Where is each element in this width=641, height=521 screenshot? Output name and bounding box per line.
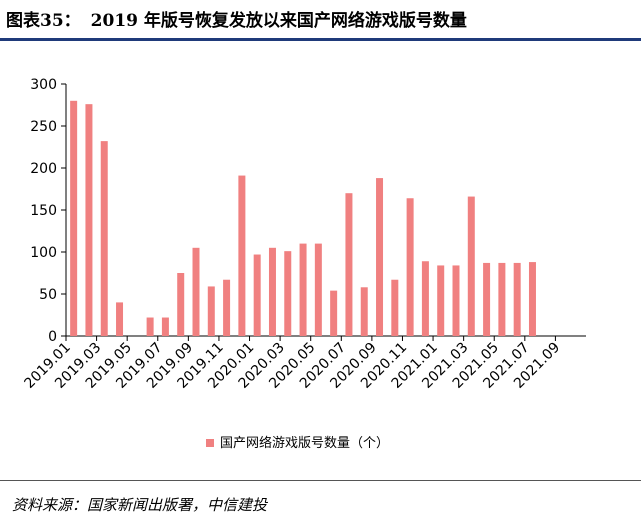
y-tick-label: 0 bbox=[48, 329, 57, 345]
footer-rule bbox=[0, 480, 641, 481]
legend-label: 国产网络游戏版号数量（个） bbox=[220, 435, 389, 451]
bar bbox=[268, 247, 276, 336]
source-note: 资料来源：国家新闻出版署，中信建投 bbox=[12, 496, 268, 514]
bar bbox=[376, 178, 384, 336]
bar bbox=[360, 287, 368, 336]
y-tick-label: 150 bbox=[30, 203, 57, 219]
y-tick-label: 50 bbox=[39, 287, 57, 303]
y-tick-label: 300 bbox=[30, 77, 57, 93]
figure-number: 图表35： bbox=[6, 11, 81, 31]
bar bbox=[238, 175, 246, 336]
bar bbox=[284, 251, 292, 336]
bar bbox=[299, 243, 307, 336]
bar bbox=[345, 193, 353, 336]
bar bbox=[192, 247, 200, 336]
bar bbox=[146, 317, 154, 336]
bar bbox=[391, 279, 399, 336]
bar bbox=[406, 198, 414, 336]
bar bbox=[116, 302, 124, 336]
bar bbox=[177, 273, 185, 336]
bar bbox=[513, 262, 521, 336]
bar bbox=[467, 196, 475, 336]
bar bbox=[70, 100, 78, 336]
bar bbox=[223, 279, 231, 336]
bar bbox=[330, 290, 338, 336]
bar bbox=[85, 104, 93, 336]
bar bbox=[498, 262, 506, 336]
bar bbox=[528, 262, 536, 336]
figure-header: 图表35： 2019 年版号恢复发放以来国产网络游戏版号数量 bbox=[0, 0, 641, 40]
bar bbox=[253, 254, 261, 336]
bar bbox=[437, 265, 445, 336]
figure-title-text: 2019 年版号恢复发放以来国产网络游戏版号数量 bbox=[90, 11, 467, 31]
y-tick-label: 100 bbox=[30, 245, 57, 261]
y-tick-label: 200 bbox=[30, 161, 57, 177]
bar bbox=[207, 286, 215, 336]
header-rule bbox=[0, 38, 641, 41]
y-tick-label: 250 bbox=[30, 119, 57, 135]
bar bbox=[314, 243, 322, 336]
bar bbox=[100, 141, 108, 336]
bar bbox=[452, 265, 460, 336]
figure-title: 图表35： 2019 年版号恢复发放以来国产网络游戏版号数量 bbox=[6, 6, 467, 31]
bar bbox=[421, 261, 429, 336]
bar bbox=[483, 262, 491, 336]
legend-swatch bbox=[206, 439, 214, 447]
bar bbox=[161, 317, 169, 336]
